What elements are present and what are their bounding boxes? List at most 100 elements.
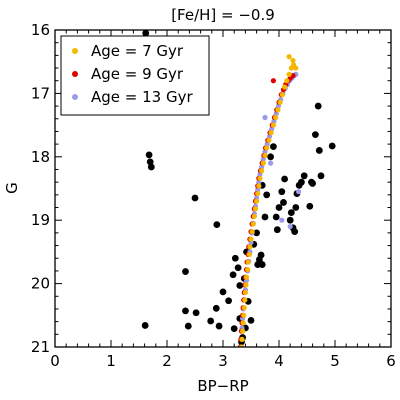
plot-area	[141, 30, 336, 347]
isochrone-point	[254, 198, 260, 204]
observed-star-point	[314, 102, 322, 110]
isochrone-point	[257, 175, 263, 181]
observed-star-point	[236, 282, 244, 289]
isochrone-point	[282, 84, 288, 90]
isochrone-point	[275, 107, 281, 113]
isochrone-point	[268, 160, 274, 166]
isochrone-point	[270, 78, 276, 84]
legend-marker	[72, 94, 78, 100]
observed-star-point	[317, 172, 325, 180]
y-tick-label: 16	[31, 21, 50, 39]
observed-star-point	[146, 158, 154, 166]
observed-star-point	[273, 226, 281, 234]
isochrone-point	[252, 206, 259, 212]
isochrone-point	[259, 168, 265, 174]
observed-star-point	[191, 194, 199, 202]
isochrone-point	[242, 289, 248, 296]
legend-marker	[72, 71, 78, 77]
isochrone-point	[255, 190, 261, 197]
y-tick-label: 18	[31, 148, 50, 166]
y-tick-label: 19	[31, 211, 50, 229]
y-tick-label: 20	[31, 275, 50, 293]
legend-label: Age = 9 Gyr	[91, 65, 184, 83]
y-tick-label: 21	[31, 338, 50, 356]
observed-star-point	[263, 191, 271, 199]
observed-star-point	[142, 30, 150, 37]
isochrone-point	[296, 189, 302, 195]
observed-star-point	[257, 251, 265, 259]
isochrone-point	[264, 145, 270, 151]
isochrone-point	[273, 114, 279, 121]
observed-star-point	[291, 228, 299, 236]
x-tick-label: 4	[274, 352, 284, 370]
observed-star-point	[315, 147, 323, 154]
legend-label: Age = 7 Gyr	[91, 42, 184, 60]
isochrone-point	[270, 122, 276, 128]
observed-star-point	[267, 153, 274, 161]
observed-star-point	[225, 297, 233, 305]
observed-star-point	[281, 175, 288, 183]
observed-star-point	[328, 142, 336, 150]
observed-star-point	[272, 213, 280, 221]
observed-star-point	[292, 204, 300, 211]
isochrone-point	[290, 57, 296, 64]
isochrone-point	[286, 71, 292, 77]
legend-box	[60, 35, 210, 116]
observed-star-point	[230, 325, 238, 333]
isochrone-point	[251, 213, 257, 219]
isochrone-point	[262, 114, 268, 121]
observed-star-point	[287, 209, 295, 216]
x-tick-label: 6	[386, 352, 396, 370]
observed-star-point	[286, 216, 294, 224]
observed-star-point	[207, 317, 215, 325]
observed-star-point	[280, 199, 287, 206]
isochrone-point	[239, 336, 245, 342]
isochrone-point	[245, 267, 251, 273]
observed-star-point	[229, 271, 237, 279]
observed-star-point	[278, 188, 286, 196]
observed-star-point	[213, 221, 221, 229]
observed-star-point	[234, 264, 242, 272]
observed-star-point	[219, 288, 227, 296]
observed-star-point	[300, 172, 308, 180]
isochrone-point	[260, 160, 266, 166]
chart-title: [Fe/H] = −0.9	[171, 6, 275, 24]
observed-star-point	[247, 316, 255, 324]
isochrone-point	[248, 236, 254, 242]
isochrone-point	[293, 65, 299, 71]
observed-star-point	[147, 163, 155, 171]
x-tick-label: 1	[106, 352, 116, 370]
isochrone-point	[240, 328, 246, 334]
observed-star-point	[141, 322, 149, 329]
observed-star-point	[275, 204, 283, 211]
observed-star-point	[215, 322, 223, 330]
observed-star-point	[312, 131, 319, 139]
observed-star-point	[184, 322, 192, 330]
isochrone-point	[249, 229, 255, 235]
observed-star-point	[261, 213, 269, 221]
isochrone-point	[241, 312, 247, 318]
observed-star-point	[231, 254, 239, 262]
observed-star-point	[253, 229, 260, 237]
isochrone-point	[277, 99, 283, 105]
legend: Age = 7 Gyr Age = 9 Gyr Age = 13 Gyr	[60, 35, 210, 116]
isochrone-point	[266, 137, 272, 143]
isochrone-point	[247, 244, 253, 250]
observed-star-point	[309, 180, 316, 187]
x-tick-label: 5	[330, 352, 340, 370]
isochrone-point	[286, 54, 292, 60]
isochrone-point	[279, 217, 285, 223]
y-axis-label: G	[3, 182, 21, 194]
y-tick-label: 17	[31, 84, 50, 102]
isochrone-point	[279, 92, 285, 98]
observed-star-point	[145, 151, 153, 159]
observed-star-point	[182, 307, 189, 315]
observed-star-point	[298, 178, 305, 186]
isochrone-point	[246, 251, 252, 258]
isochrone-point	[242, 297, 248, 303]
observed-star-point	[192, 309, 200, 317]
isochrone-point	[290, 73, 296, 79]
observed-star-point	[306, 202, 314, 210]
isochrone-point	[243, 282, 249, 288]
observed-star-point	[182, 268, 189, 275]
